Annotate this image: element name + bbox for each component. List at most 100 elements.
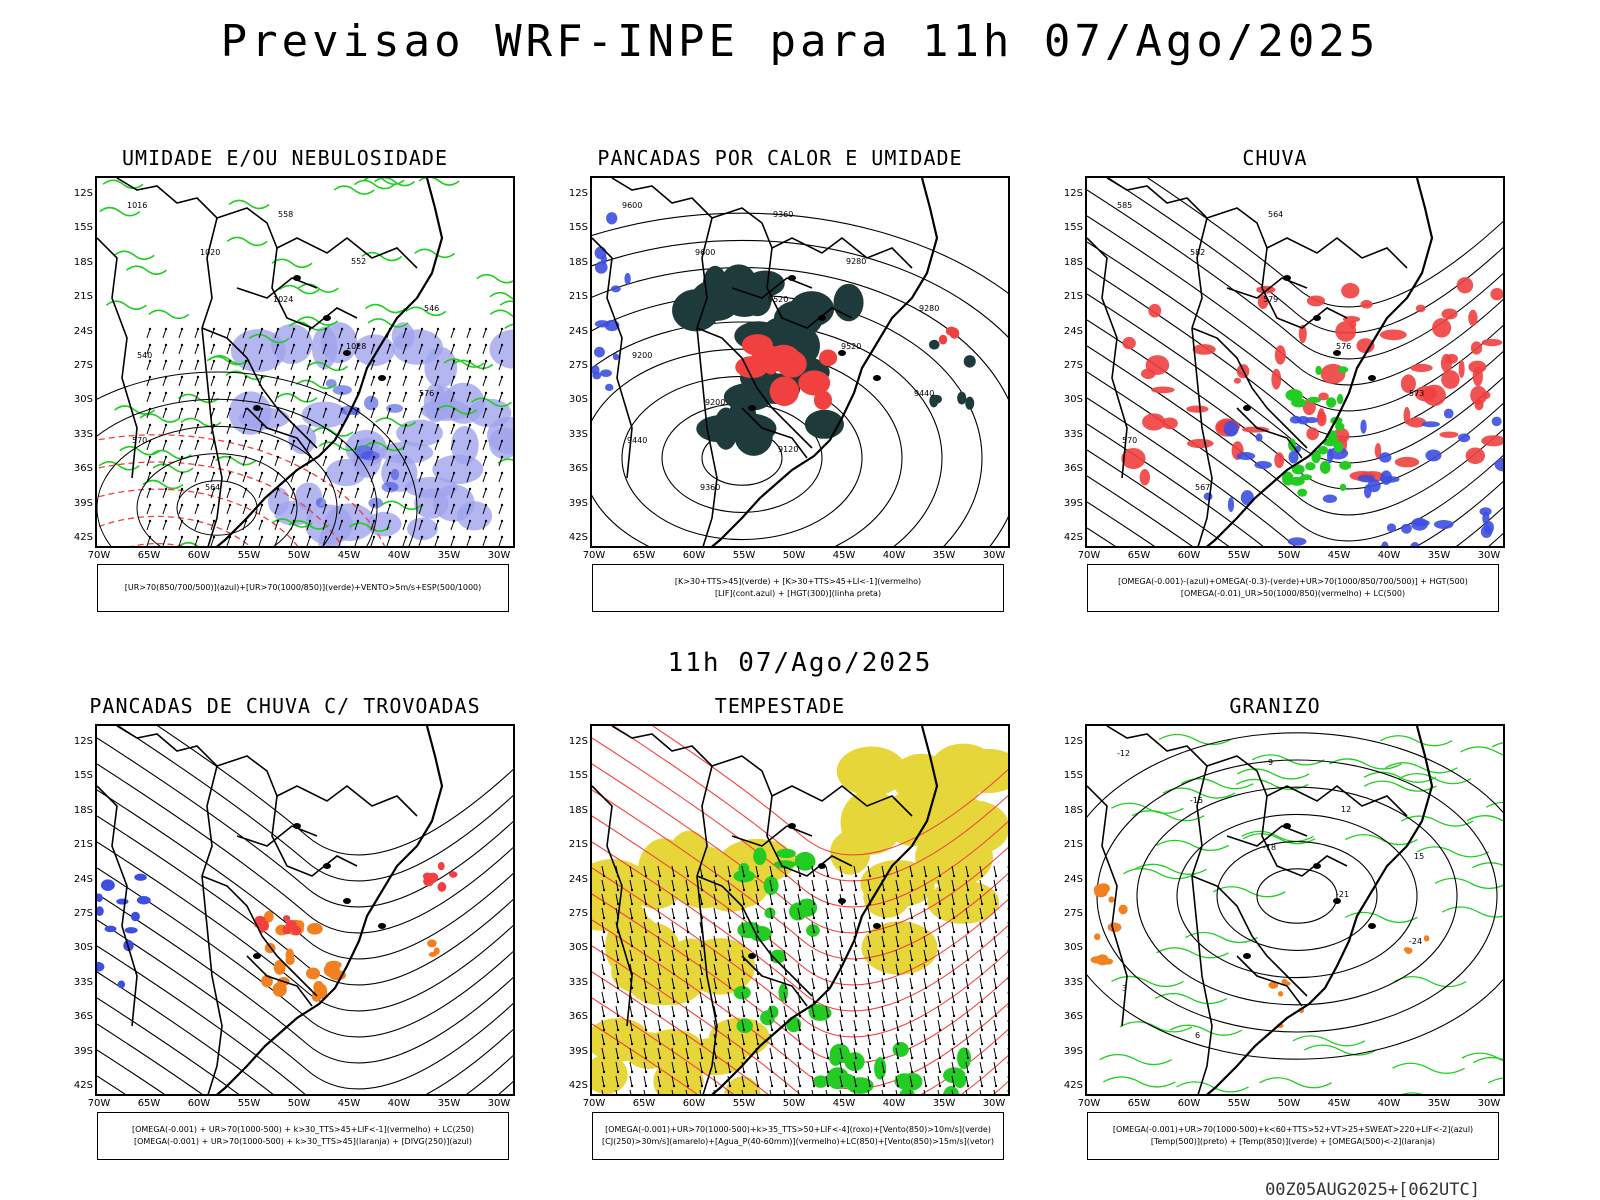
wind-vector	[951, 879, 956, 892]
wind-vector	[643, 949, 648, 962]
lat-tick-label: 18S	[568, 256, 588, 268]
shaded-area	[1406, 417, 1427, 428]
lake	[1333, 898, 1341, 904]
wind-vector	[923, 1019, 928, 1032]
streamline	[97, 815, 513, 986]
shaded-area	[932, 394, 942, 404]
humidity-contour	[297, 316, 339, 326]
shaded-area	[1360, 299, 1373, 309]
wind-vector	[727, 963, 732, 976]
shaded-area	[874, 1057, 887, 1080]
wind-vector	[482, 439, 488, 451]
lake	[818, 315, 826, 321]
contour-label: 567	[1195, 483, 1210, 492]
wind-vector	[306, 503, 312, 515]
wind-vector	[979, 879, 984, 892]
temp850-contour	[1363, 780, 1437, 792]
contour-label: 558	[278, 210, 293, 219]
wind-vector	[643, 1061, 648, 1074]
wind-vector	[601, 1005, 606, 1018]
wind-vector	[146, 343, 152, 355]
wind-vector	[811, 977, 816, 990]
wind-vector	[671, 865, 676, 878]
legend-line: [OMEGA(-0.001)+UR>70(1000-500)+k>35_TTS>…	[605, 1125, 991, 1134]
wind-vector	[895, 1061, 900, 1074]
wind-vector	[274, 423, 280, 435]
lat-tick-label: 27S	[73, 360, 93, 371]
wind-vector	[853, 977, 858, 990]
shaded-area	[354, 445, 374, 460]
streamline	[592, 867, 1008, 1038]
shaded-area	[386, 403, 404, 413]
wind-vector	[993, 1047, 998, 1060]
wind-vector	[993, 949, 998, 962]
wind-vector	[867, 991, 872, 1004]
shaded-area	[1254, 460, 1272, 469]
wind-vector	[146, 423, 152, 435]
wind-vector	[671, 1005, 676, 1018]
wind-vector	[306, 519, 312, 531]
wind-vector	[755, 879, 760, 892]
wind-vector	[274, 455, 280, 467]
wind-vector	[741, 1005, 746, 1018]
temp850-contour	[1131, 810, 1205, 822]
wind-vector	[194, 471, 200, 483]
wind-vector	[370, 487, 376, 499]
lake	[343, 898, 351, 904]
wind-vector	[993, 879, 998, 892]
lon-tick-label: 65W	[1127, 1098, 1151, 1109]
wind-vector	[811, 1005, 816, 1018]
wind-vector	[370, 471, 376, 483]
lake	[838, 898, 846, 904]
wind-vector	[601, 921, 606, 934]
humidity-contour	[152, 463, 194, 473]
wind-vector	[755, 1019, 760, 1032]
wind-vector	[386, 343, 392, 355]
wind-vector	[741, 921, 746, 934]
humidity-contour	[180, 417, 222, 428]
wind-vector	[601, 1089, 604, 1094]
wind-vector	[434, 407, 440, 419]
wind-vector	[450, 407, 456, 419]
contour-label: 9600	[695, 248, 715, 257]
lon-tick-label: 55W	[237, 550, 261, 561]
humidity-contour	[148, 309, 190, 320]
streamline	[592, 841, 1008, 1012]
shaded-area	[1472, 366, 1483, 387]
wind-vector	[402, 535, 408, 546]
wind-vector	[909, 991, 914, 1004]
lon-axis: 70W 65W 60W 55W 50W 45W 40W 35W 30W	[1078, 1098, 1505, 1110]
contour-label: 540	[137, 351, 152, 360]
shaded-area	[963, 355, 976, 368]
shaded-area	[594, 246, 607, 260]
shaded-area	[634, 953, 706, 1006]
lat-tick-label: 27S	[568, 360, 588, 371]
streamline	[97, 945, 513, 1094]
shaded-area	[813, 1075, 829, 1088]
wind-vector	[755, 1089, 758, 1094]
lat-tick-label: 18S	[73, 256, 93, 268]
humidity-contour	[497, 458, 513, 464]
legend-box: [OMEGA(-0.001)+UR>70(1000-500)+k<60+TTS>…	[1087, 1112, 1499, 1160]
shaded-area	[392, 329, 443, 365]
border-line	[201, 327, 223, 546]
shaded-area	[1306, 396, 1322, 404]
wind-vector	[450, 471, 456, 483]
humidity-contour	[418, 178, 460, 186]
wind-vector	[979, 977, 984, 990]
lon-tick-label: 30W	[487, 550, 511, 561]
wind-vector	[657, 949, 662, 962]
wind-vector	[498, 439, 504, 451]
shaded-area	[1241, 426, 1270, 433]
wind-vector	[881, 935, 886, 948]
wind-vector	[434, 503, 440, 515]
wind-vector	[450, 519, 456, 531]
wind-vector	[727, 949, 732, 962]
lon-tick-label: 40W	[387, 1098, 411, 1109]
wind-vector	[811, 1019, 816, 1032]
lon-tick-label: 40W	[1377, 1098, 1401, 1109]
wind-vector	[895, 879, 900, 892]
wind-vector	[643, 879, 648, 892]
wind-vector	[482, 487, 488, 499]
wind-vector	[482, 503, 488, 515]
